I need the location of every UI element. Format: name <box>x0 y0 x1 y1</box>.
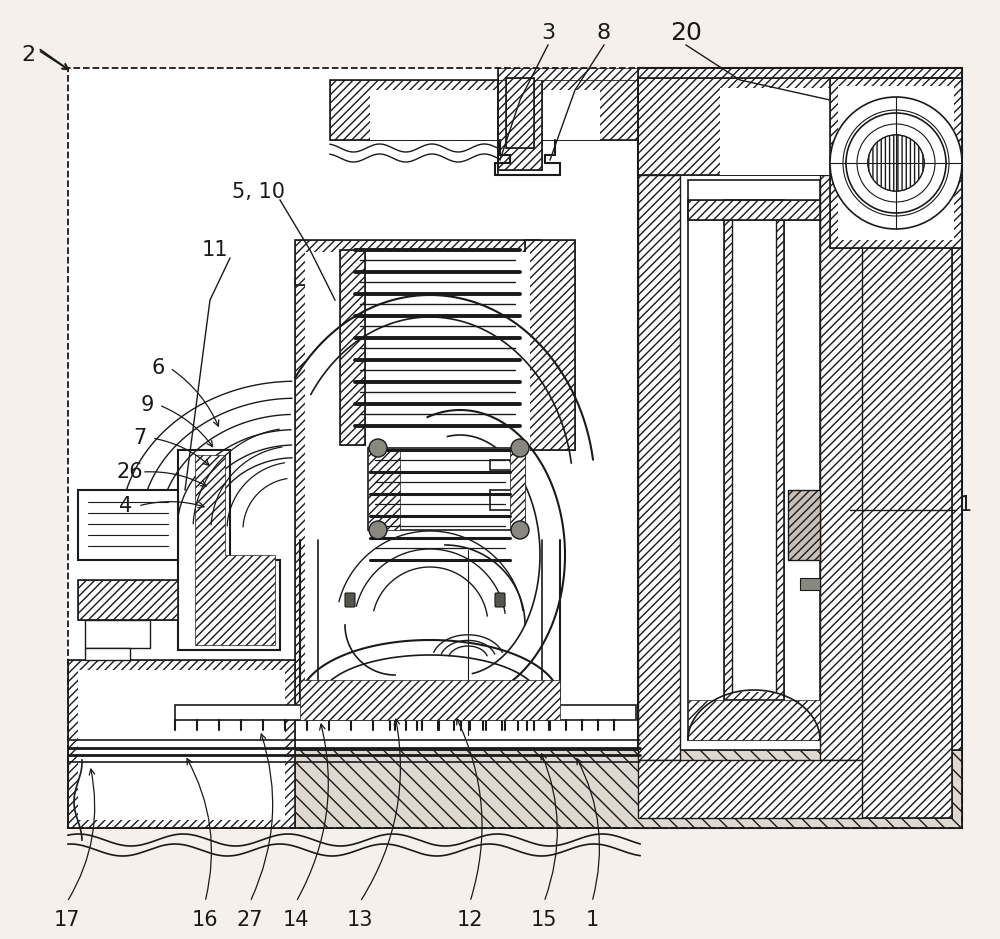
Text: 26: 26 <box>117 462 143 482</box>
Polygon shape <box>862 78 952 818</box>
Polygon shape <box>820 175 862 760</box>
FancyBboxPatch shape <box>495 593 505 607</box>
Text: 6: 6 <box>151 358 165 378</box>
FancyBboxPatch shape <box>345 593 355 607</box>
Text: 1: 1 <box>585 910 599 930</box>
Circle shape <box>830 97 962 229</box>
Text: 11: 11 <box>202 240 228 260</box>
Polygon shape <box>498 68 638 80</box>
Polygon shape <box>506 78 534 148</box>
Polygon shape <box>720 88 862 175</box>
Polygon shape <box>178 450 280 650</box>
Text: 3: 3 <box>541 23 555 43</box>
Polygon shape <box>368 448 525 530</box>
Bar <box>68 68 962 828</box>
Text: 16: 16 <box>192 910 218 930</box>
Polygon shape <box>688 180 820 740</box>
Text: 12: 12 <box>457 910 483 930</box>
Polygon shape <box>525 240 575 450</box>
Polygon shape <box>788 490 820 560</box>
Polygon shape <box>305 252 530 710</box>
Text: 13: 13 <box>347 910 373 930</box>
Polygon shape <box>68 660 295 828</box>
Polygon shape <box>300 680 560 720</box>
Polygon shape <box>370 90 500 140</box>
Text: 8: 8 <box>597 23 611 43</box>
Polygon shape <box>85 648 130 660</box>
Circle shape <box>369 521 387 539</box>
Polygon shape <box>540 90 600 140</box>
Text: 1: 1 <box>958 495 972 515</box>
Text: 20: 20 <box>670 21 702 45</box>
Polygon shape <box>732 208 776 692</box>
Polygon shape <box>830 78 962 248</box>
Polygon shape <box>638 78 952 175</box>
Polygon shape <box>295 280 340 720</box>
Polygon shape <box>638 68 962 828</box>
Text: 15: 15 <box>531 910 557 930</box>
Circle shape <box>868 135 924 191</box>
Polygon shape <box>78 490 178 560</box>
Text: 17: 17 <box>54 910 80 930</box>
Circle shape <box>868 135 924 191</box>
Circle shape <box>511 439 529 457</box>
Polygon shape <box>368 448 400 530</box>
Circle shape <box>511 521 529 539</box>
Polygon shape <box>838 86 954 240</box>
Polygon shape <box>688 200 820 220</box>
Text: 7: 7 <box>133 428 147 448</box>
Polygon shape <box>330 80 638 140</box>
Circle shape <box>846 113 946 213</box>
Polygon shape <box>195 455 275 645</box>
Bar <box>68 68 962 828</box>
Polygon shape <box>295 240 540 285</box>
Polygon shape <box>78 580 178 620</box>
Text: 4: 4 <box>119 496 133 516</box>
Polygon shape <box>175 705 636 720</box>
Polygon shape <box>688 700 820 740</box>
Text: 27: 27 <box>237 910 263 930</box>
Text: 5, 10: 5, 10 <box>232 182 285 202</box>
Polygon shape <box>648 78 952 818</box>
Text: 14: 14 <box>283 910 309 930</box>
Polygon shape <box>78 670 285 820</box>
Polygon shape <box>638 175 680 760</box>
Polygon shape <box>340 250 365 445</box>
Polygon shape <box>85 620 150 648</box>
Polygon shape <box>68 750 962 828</box>
Polygon shape <box>800 578 820 590</box>
Text: 9: 9 <box>140 395 154 415</box>
Circle shape <box>369 439 387 457</box>
Polygon shape <box>510 448 525 530</box>
Text: 2: 2 <box>21 45 35 65</box>
Polygon shape <box>638 760 862 818</box>
Polygon shape <box>724 200 784 700</box>
Polygon shape <box>498 80 542 170</box>
